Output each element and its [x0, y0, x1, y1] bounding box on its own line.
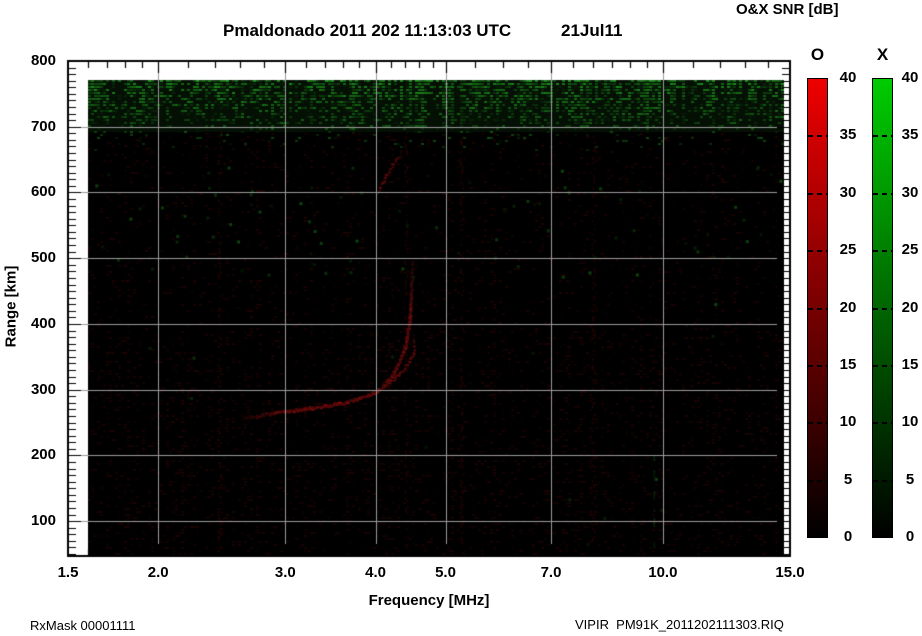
colorbar-title: O&X SNR [dB]: [736, 1, 839, 18]
chart-date: 21Jul11: [561, 21, 623, 40]
y-tick-label: 800: [30, 52, 56, 69]
colorbar-tick-dash: [873, 135, 892, 138]
colorbar-X-tick-label: 40: [901, 69, 919, 86]
colorbar-tick-dash: [808, 479, 827, 482]
colorbar-X-tick-label: 0: [905, 528, 915, 545]
y-tick-label: 300: [30, 380, 56, 398]
colorbar-tick-dash: [873, 479, 892, 482]
colorbar-O: [807, 78, 828, 538]
colorbar-tick-dash: [808, 307, 827, 310]
colorbar-O-header: O: [810, 45, 825, 64]
y-tick-label: 200: [30, 446, 56, 464]
x-tick-label: 10.0: [648, 564, 678, 581]
rxmask-label: RxMask 00001111: [30, 618, 136, 633]
colorbar-O-tick-label: 30: [839, 183, 857, 201]
colorbar-X-tick-label: 30: [901, 183, 919, 201]
x-tick-label: 3.0: [274, 564, 296, 581]
colorbar-O-tick-label: 35: [839, 126, 857, 144]
y-tick-label: 500: [30, 249, 56, 267]
colorbar-tick-dash: [873, 250, 892, 253]
colorbar-X-tick-label: 5: [905, 470, 915, 488]
x-tick-label: 2.0: [147, 564, 169, 581]
colorbar-tick-dash: [808, 364, 827, 367]
x-tick-label: 1.5: [57, 564, 79, 581]
colorbar-tick-dash: [808, 422, 827, 425]
colorbar-X-tick-label: 20: [901, 298, 919, 316]
colorbar-tick-dash: [873, 422, 892, 425]
colorbar-O-tick-label: 40: [839, 69, 857, 86]
colorbar-tick-dash: [873, 192, 892, 195]
colorbar-X: [872, 78, 893, 538]
colorbar-O-tick-label: 10: [839, 413, 857, 431]
colorbar-tick-dash: [873, 307, 892, 310]
colorbar-O-tick-label: 5: [843, 470, 853, 488]
x-tick-label: 7.0: [540, 564, 562, 581]
filename-label: VIPIR PM91K_2011202111303.RIQ: [575, 617, 784, 632]
chart-title: Pmaldonado 2011 202 11:13:03 UTC: [223, 21, 512, 40]
y-tick-label: 400: [30, 314, 56, 332]
colorbar-tick-dash: [873, 364, 892, 367]
colorbar-O-tick-label: 0: [843, 528, 853, 545]
colorbar-X-header: X: [876, 45, 889, 64]
colorbar-X-tick-label: 15: [901, 355, 919, 373]
colorbar-tick-dash: [808, 250, 827, 253]
x-tick-label: 15.0: [775, 564, 805, 581]
y-tick-label: 600: [30, 183, 56, 201]
y-tick-label: 100: [30, 512, 56, 530]
colorbar-O-tick-label: 20: [839, 298, 857, 316]
x-tick-label: 5.0: [435, 564, 456, 581]
colorbar-O-tick-label: 25: [839, 241, 857, 259]
colorbar-X-tick-label: 25: [901, 241, 919, 259]
y-tick-label: 700: [30, 117, 56, 135]
x-axis-label: Frequency [MHz]: [368, 592, 490, 609]
colorbar-tick-dash: [808, 192, 827, 195]
colorbar-O-tick-label: 15: [839, 355, 857, 373]
colorbar-X-tick-label: 35: [901, 126, 919, 144]
colorbar-tick-dash: [808, 135, 827, 138]
x-tick-label: 4.0: [365, 564, 386, 581]
colorbar-X-tick-label: 10: [901, 413, 919, 431]
